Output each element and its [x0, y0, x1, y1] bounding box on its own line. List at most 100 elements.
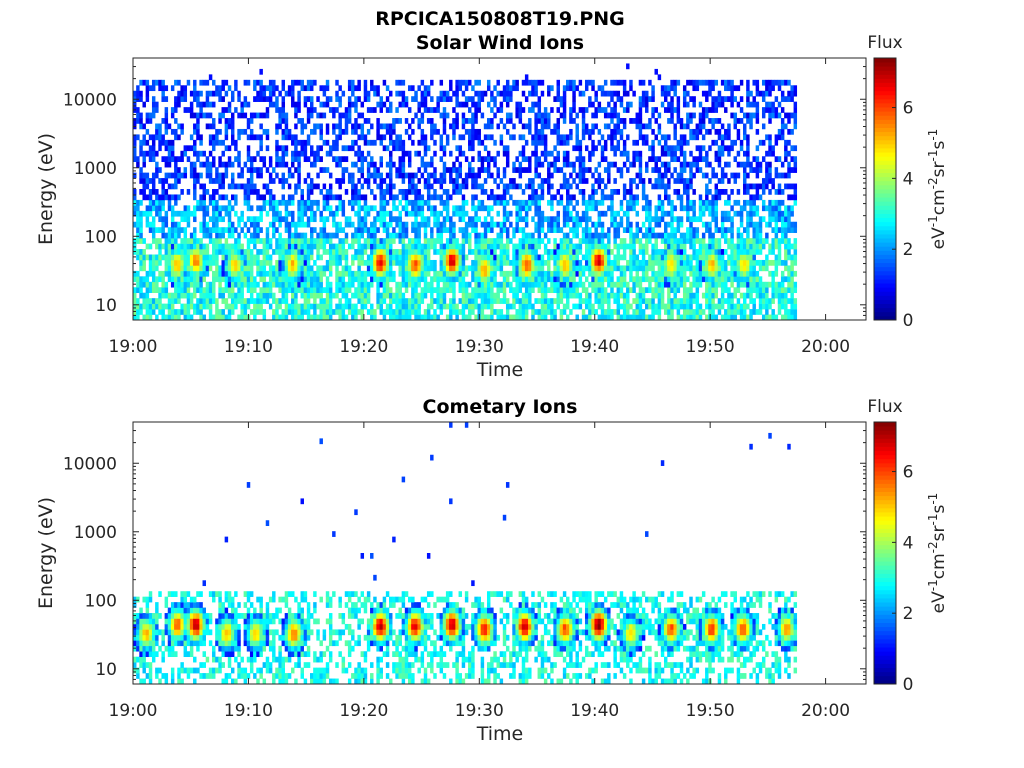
- heatmap-cell: [398, 189, 402, 195]
- heatmap-cell: [366, 118, 371, 124]
- heatmap-cell: [569, 292, 573, 299]
- heatmap-cell: [303, 199, 308, 206]
- heatmap-cell: [420, 79, 425, 86]
- heatmap-cell: [243, 303, 248, 310]
- heatmap-cell: [218, 243, 222, 250]
- heatmap-cell: [635, 232, 640, 239]
- heatmap-cell: [404, 309, 409, 315]
- heatmap-cell: [281, 156, 286, 163]
- heatmap-cell: [433, 216, 437, 223]
- heatmap-cell: [354, 303, 358, 310]
- heatmap-cell: [230, 298, 235, 304]
- heatmap-cell: [297, 205, 301, 212]
- heatmap-cell: [373, 167, 377, 173]
- heatmap-cell: [218, 118, 222, 124]
- heatmap-cell: [556, 221, 560, 228]
- heatmap-cell: [297, 303, 301, 310]
- heatmap-cell: [439, 265, 444, 272]
- heatmap-cell: [613, 134, 617, 141]
- heatmap-cell: [502, 183, 507, 190]
- heatmap-cell: [376, 128, 380, 135]
- heatmap-cell: [297, 107, 301, 113]
- heatmap-cell: [376, 216, 380, 223]
- heatmap-cell: [414, 265, 418, 272]
- heatmap-cell: [404, 270, 409, 277]
- heatmap-cell: [442, 298, 447, 304]
- heatmap-cell: [600, 145, 605, 152]
- heatmap-cell: [701, 232, 706, 239]
- heatmap-cell: [322, 243, 327, 250]
- heatmap-cell: [341, 199, 346, 206]
- heatmap-cell: [603, 243, 608, 250]
- heatmap-cell: [262, 249, 267, 255]
- heatmap-cell: [278, 265, 282, 272]
- heatmap-cell: [686, 194, 690, 201]
- heatmap-cell: [663, 139, 668, 146]
- heatmap-cell: [133, 194, 137, 201]
- heatmap-cell: [136, 199, 140, 206]
- heatmap-cell: [158, 259, 162, 266]
- heatmap-cell: [139, 259, 143, 266]
- heatmap-cell: [142, 298, 146, 304]
- heatmap-cell: [502, 150, 507, 157]
- heatmap-cell: [591, 199, 595, 206]
- heatmap-cell: [370, 172, 374, 179]
- heatmap-cell: [335, 161, 339, 168]
- heatmap-cell: [151, 134, 156, 141]
- heatmap-cell: [474, 221, 478, 228]
- heatmap-cell: [423, 183, 428, 190]
- heatmap-cell: [180, 238, 184, 244]
- heatmap-cell: [389, 167, 393, 173]
- heatmap-cell: [272, 314, 276, 321]
- heatmap-cell: [496, 309, 500, 315]
- heatmap-cell: [505, 303, 510, 310]
- heatmap-cell: [461, 150, 466, 157]
- heatmap-cell: [477, 281, 481, 288]
- heatmap-cell: [682, 270, 687, 277]
- heatmap-cell: [540, 298, 545, 304]
- heatmap-cell: [417, 101, 421, 108]
- heatmap-cell: [645, 298, 649, 304]
- heatmap-cell: [493, 112, 497, 119]
- heatmap-cell: [221, 150, 225, 157]
- heatmap-cell: [322, 309, 327, 315]
- heatmap-cell: [584, 123, 589, 130]
- heatmap-cell: [474, 259, 478, 266]
- heatmap-cell: [676, 178, 681, 184]
- heatmap-cell: [300, 205, 304, 212]
- heatmap-cell: [401, 270, 406, 277]
- heatmap-cell: [562, 254, 567, 261]
- heatmap-cell: [600, 287, 605, 294]
- heatmap-cell: [319, 210, 323, 217]
- heatmap-cell: [663, 249, 668, 255]
- heatmap-cell: [667, 232, 671, 239]
- heatmap-cell: [196, 309, 200, 315]
- heatmap-cell: [607, 205, 611, 212]
- heatmap-cell: [449, 243, 453, 250]
- heatmap-cell: [319, 145, 323, 152]
- heatmap-cell: [401, 303, 406, 310]
- heatmap-cell: [253, 85, 257, 92]
- heatmap-cell: [686, 79, 690, 86]
- heatmap-cell: [357, 79, 361, 86]
- heatmap-cell: [692, 309, 696, 315]
- heatmap-cell: [303, 205, 308, 212]
- heatmap-cell: [531, 199, 535, 206]
- heatmap-cell: [442, 243, 447, 250]
- heatmap-cell: [439, 90, 444, 97]
- heatmap-cell: [626, 63, 630, 70]
- heatmap-cell: [490, 123, 494, 130]
- heatmap-cell: [698, 118, 703, 124]
- heatmap-cell: [445, 281, 450, 288]
- heatmap-cell: [540, 90, 545, 97]
- heatmap-cell: [689, 216, 693, 223]
- heatmap-cell: [366, 183, 371, 190]
- heatmap-cell: [294, 134, 298, 141]
- heatmap-cell: [278, 156, 282, 163]
- heatmap-cell: [635, 210, 640, 217]
- heatmap-cell: [622, 249, 627, 255]
- heatmap-cell: [202, 259, 206, 266]
- heatmap-cell: [155, 189, 159, 195]
- heatmap-cell: [310, 254, 314, 261]
- heatmap-cell: [667, 107, 671, 113]
